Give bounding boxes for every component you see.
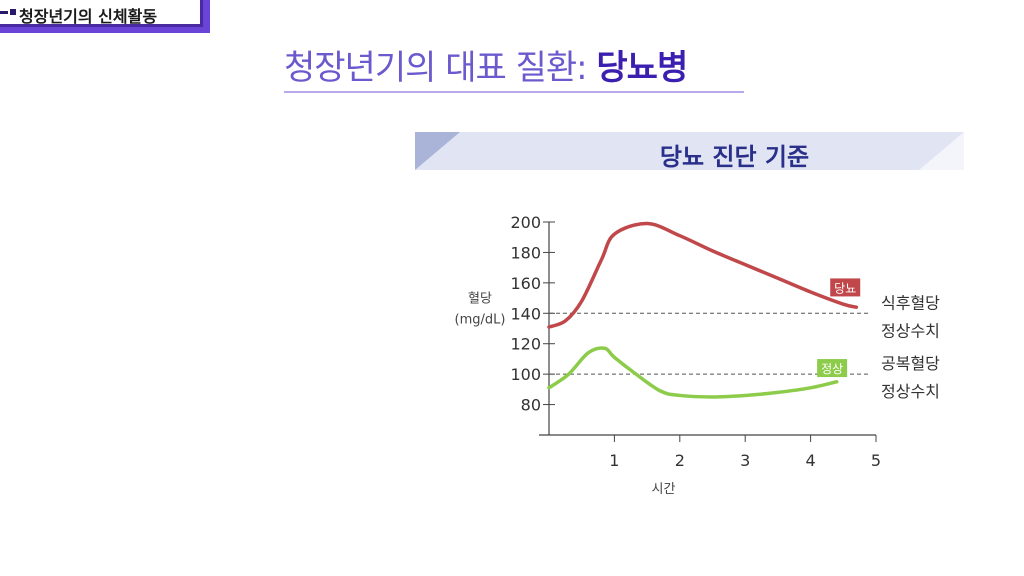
x-axis-title: 시간 bbox=[651, 482, 675, 497]
section-tag: 청장년기의 신체활동 bbox=[0, 0, 210, 33]
series-line-0 bbox=[547, 221, 859, 329]
series-tag-label-1: 정상 bbox=[821, 362, 843, 376]
glucose-chart: 80 100 120 140 160 180 200 1 2 3 4 5 시간 혈당 (mg/dL) 식후혈… bbox=[455, 213, 941, 497]
page-title-plain: 청장년기의 대표 질환: bbox=[284, 48, 597, 88]
y-tick-label-120: 120 bbox=[510, 335, 541, 354]
y-tick-label-100: 100 bbox=[510, 365, 541, 384]
reference-label-100-line-1: 정상수치 bbox=[881, 382, 940, 401]
y-axis-title-line-0: 혈당 bbox=[468, 292, 492, 307]
y-tick-label-140: 140 bbox=[510, 304, 541, 323]
section-tag-dash bbox=[0, 11, 8, 14]
y-tick-label-180: 180 bbox=[510, 243, 541, 262]
reference-label-100-line-0: 공복혈당 bbox=[881, 354, 940, 373]
page-title-underline bbox=[284, 91, 744, 93]
y-axis-title-line-1: (mg/dL) bbox=[455, 313, 506, 328]
chart-axes: 80 100 120 140 160 180 200 1 2 3 4 5 시간 혈당 (mg/dL) bbox=[455, 213, 882, 497]
section-tag-bullet bbox=[10, 9, 16, 15]
banner-right-triangle bbox=[919, 132, 964, 170]
y-tick-label-160: 160 bbox=[510, 274, 541, 293]
section-tag-box bbox=[0, 0, 203, 27]
reference-label-140-line-0: 식후혈당 bbox=[881, 293, 940, 312]
y-tick-label-200: 200 bbox=[510, 213, 541, 232]
series-line-1 bbox=[547, 346, 839, 399]
page-title: 청장년기의 대표 질환: 당뇨병 bbox=[284, 40, 688, 92]
section-tag-shadow-bottom bbox=[0, 27, 210, 33]
chart-banner: 당뇨 진단 기준 bbox=[415, 132, 964, 170]
series-tag-1 bbox=[817, 359, 848, 378]
x-tick-label-2: 2 bbox=[675, 451, 685, 470]
x-tick-label-5: 5 bbox=[871, 451, 881, 470]
section-tag-shadow-right bbox=[203, 0, 210, 33]
x-tick-label-3: 3 bbox=[740, 451, 750, 470]
series-tag-label-0: 당뇨 bbox=[834, 281, 856, 295]
y-tick-label-80: 80 bbox=[521, 396, 541, 415]
chart-series bbox=[547, 221, 859, 399]
page-title-bold: 당뇨병 bbox=[596, 48, 688, 88]
x-tick-label-4: 4 bbox=[806, 451, 816, 470]
banner-left-triangle bbox=[415, 132, 460, 170]
reference-label-140-line-1: 정상수치 bbox=[881, 321, 940, 340]
x-tick-label-1: 1 bbox=[609, 451, 619, 470]
series-tag-0 bbox=[830, 278, 861, 297]
chart-reference-lines bbox=[549, 312, 870, 375]
banner-title: 당뇨 진단 기준 bbox=[659, 143, 810, 170]
section-tag-label: 청장년기의 신체활동 bbox=[19, 7, 158, 26]
